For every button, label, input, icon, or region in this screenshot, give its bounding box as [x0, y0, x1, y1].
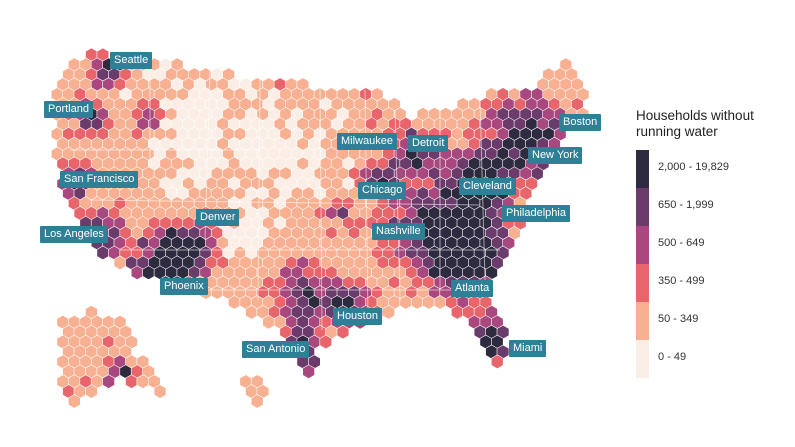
city-label-nashville: Nashville	[372, 223, 425, 240]
hex-cell	[433, 295, 447, 310]
city-label-portland: Portland	[44, 101, 93, 118]
hex-cells	[50, 47, 590, 409]
city-label-chicago: Chicago	[358, 182, 407, 199]
hex-cell	[228, 295, 241, 310]
city-label-boston: Boston	[559, 114, 602, 131]
hex-cell	[411, 295, 424, 310]
hex-cell	[68, 394, 81, 409]
hex-cell	[422, 295, 435, 310]
legend-label: 350 - 499	[658, 275, 705, 287]
hex-cell	[262, 314, 275, 330]
city-label-milwaukee: Milwaukee	[337, 133, 397, 150]
hex-cell	[245, 305, 258, 320]
legend-swatch	[636, 340, 649, 378]
state-border	[257, 79, 261, 301]
city-label-detroit: Detroit	[408, 135, 449, 152]
legend-label: 50 - 349	[658, 313, 699, 325]
hex-cell	[451, 305, 464, 320]
legend-row: 0 - 49	[636, 340, 786, 378]
hex-cell	[136, 374, 150, 389]
legend-row: 500 - 649	[636, 226, 786, 264]
city-label-seattle: Seattle	[110, 52, 153, 69]
legend-swatch	[636, 226, 649, 264]
legend-swatch	[636, 264, 649, 302]
state-border	[89, 199, 481, 206]
city-label-san-francisco: San Francisco	[60, 171, 139, 188]
city-label-los-angeles: Los Angeles	[40, 226, 108, 243]
legend: Households without running water 2,000 -…	[636, 108, 786, 378]
legend-label: 0 - 49	[658, 351, 687, 363]
hex-cell	[382, 305, 395, 320]
hex-cell	[302, 364, 315, 379]
hexbin-map-svg	[50, 47, 590, 409]
hex-cell	[491, 354, 504, 370]
hex-cell	[125, 374, 138, 389]
legend-row: 2,000 - 19,829	[636, 150, 786, 188]
legend-swatch	[636, 188, 649, 226]
city-label-houston: Houston	[333, 308, 382, 325]
legend-row: 350 - 499	[636, 264, 786, 302]
city-label-philadelphia: Philadelphia	[502, 205, 570, 222]
city-label-atlanta: Atlanta	[451, 280, 494, 297]
hex-cell	[85, 384, 98, 399]
state-border	[364, 89, 369, 321]
hex-cell	[102, 374, 115, 389]
legend-label: 2,000 - 19,829	[658, 161, 729, 173]
hex-cell	[153, 384, 167, 399]
city-label-cleveland: Cleveland	[459, 178, 516, 195]
legend-label: 650 - 1,999	[658, 199, 714, 211]
hex-map: Seattle Portland San Francisco Los Angel…	[40, 47, 602, 409]
state-border	[319, 85, 323, 331]
legend-title-line-1: Households without	[636, 108, 754, 123]
city-label-denver: Denver	[196, 209, 240, 226]
legend-swatch	[636, 150, 649, 188]
hex-cell	[336, 324, 350, 340]
legend-title-line-2: running water	[636, 124, 718, 139]
city-label-phoenix: Phoenix	[160, 278, 208, 295]
legend-row: 650 - 1,999	[636, 188, 786, 226]
legend-title: Households without running water	[636, 108, 786, 140]
legend-swatch	[636, 302, 649, 340]
hex-cell	[250, 394, 264, 409]
city-label-miami: Miami	[509, 340, 547, 357]
hex-cell	[399, 295, 413, 310]
hex-cell	[319, 334, 333, 350]
city-label-new-york: New York	[528, 147, 583, 164]
city-label-san-antonio: San Antonio	[242, 341, 310, 358]
legend-label: 500 - 649	[658, 237, 705, 249]
legend-row: 50 - 349	[636, 302, 786, 340]
